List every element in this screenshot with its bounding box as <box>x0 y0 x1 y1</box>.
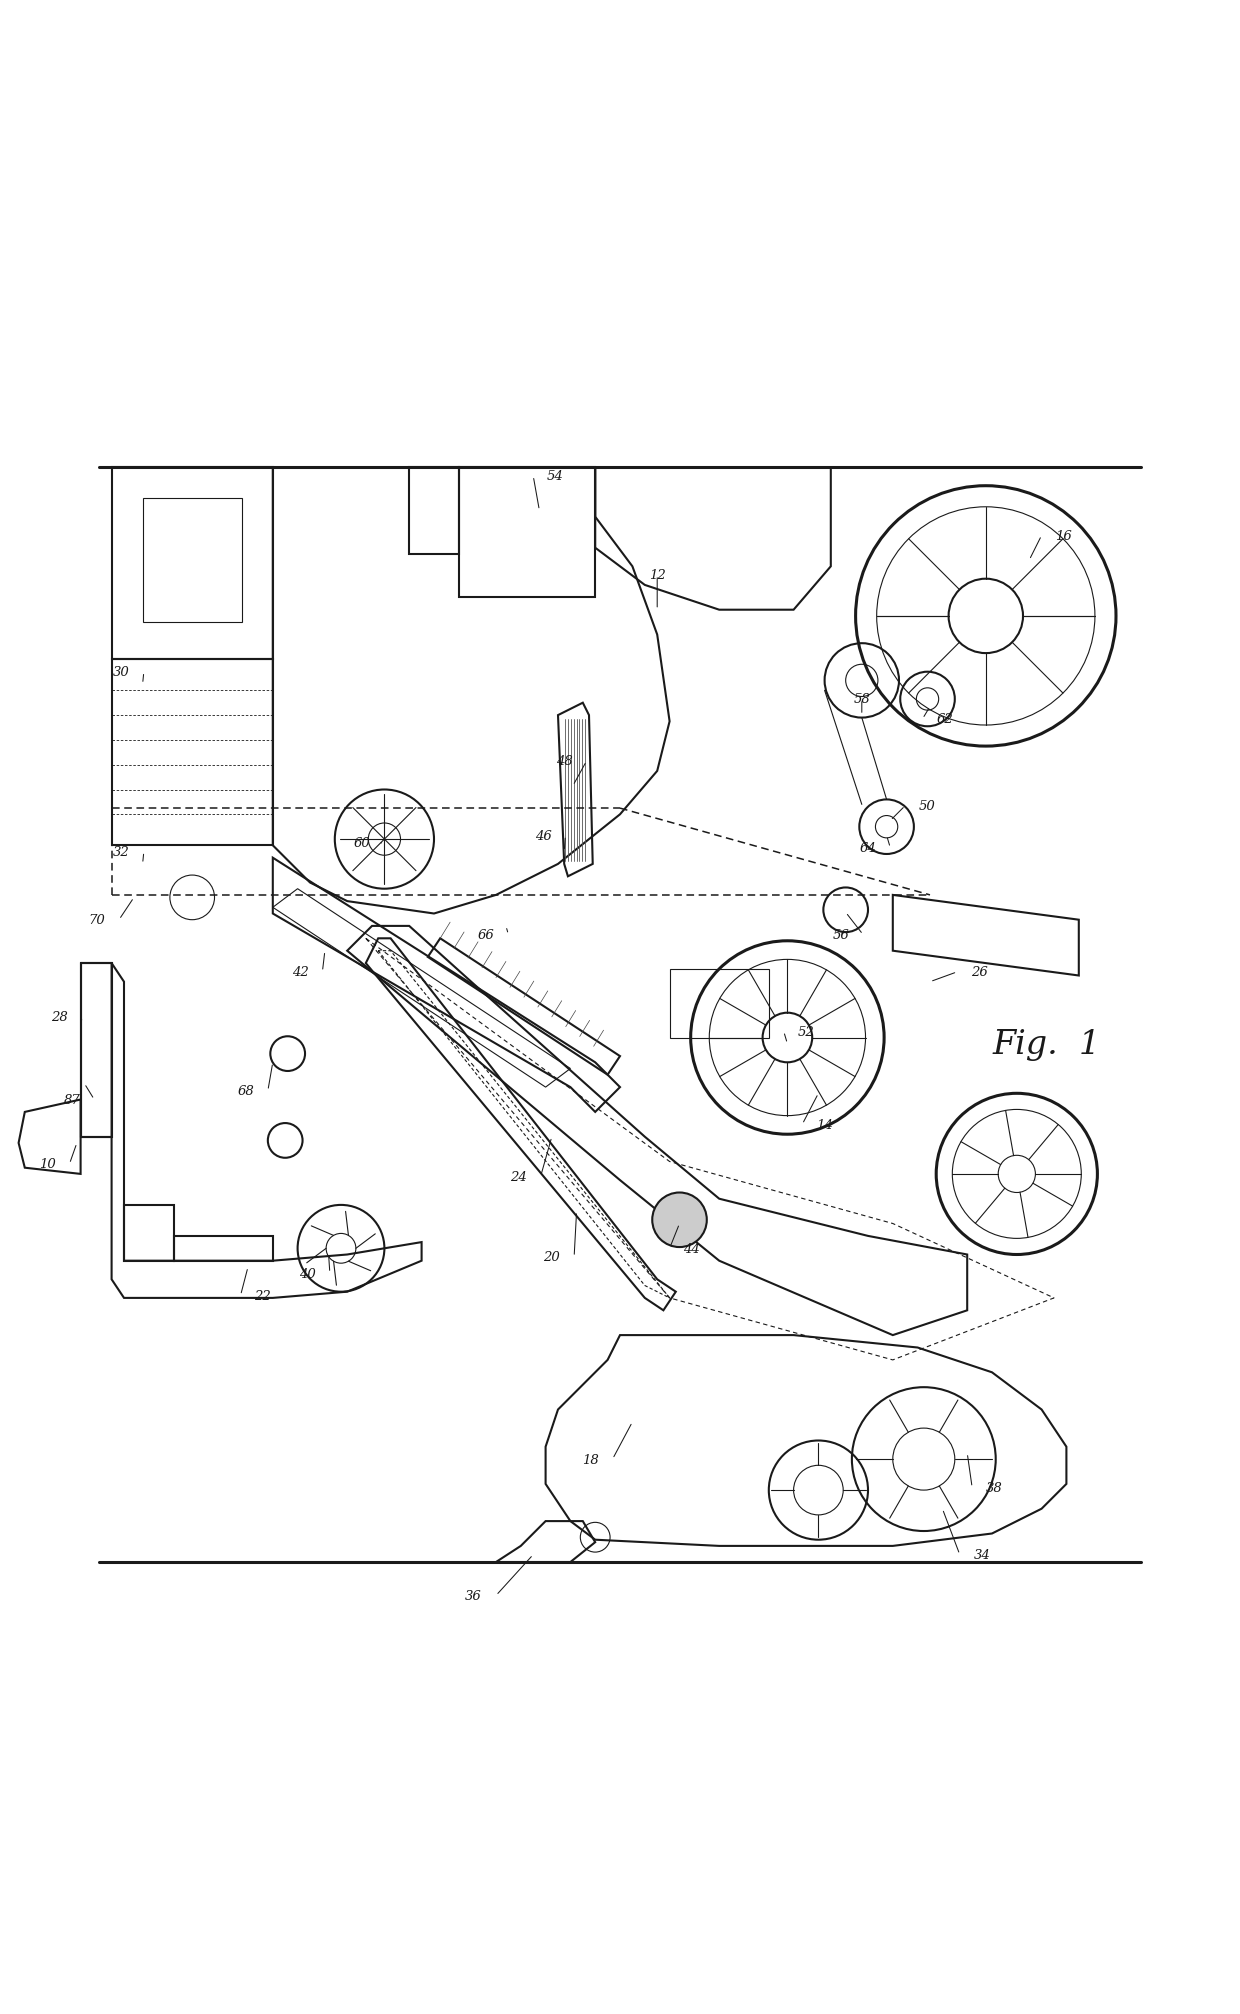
Text: 30: 30 <box>113 667 130 679</box>
Text: 58: 58 <box>853 693 870 707</box>
Text: 42: 42 <box>291 967 309 979</box>
Text: Fig.  1: Fig. 1 <box>992 1029 1100 1059</box>
Text: 36: 36 <box>465 1589 482 1603</box>
Text: 48: 48 <box>556 755 573 767</box>
Text: 68: 68 <box>237 1086 254 1098</box>
Text: 70: 70 <box>88 914 105 926</box>
Bar <box>670 971 769 1037</box>
Text: 44: 44 <box>683 1243 701 1255</box>
Text: 54: 54 <box>547 469 564 483</box>
Text: 40: 40 <box>299 1267 316 1281</box>
Text: 38: 38 <box>986 1482 1003 1494</box>
Text: 28: 28 <box>51 1011 68 1023</box>
Circle shape <box>652 1192 707 1247</box>
Text: 24: 24 <box>510 1170 527 1184</box>
Text: 32: 32 <box>113 846 130 858</box>
Text: 46: 46 <box>534 830 552 842</box>
Text: 10: 10 <box>38 1158 56 1170</box>
Text: 18: 18 <box>582 1452 599 1466</box>
Text: 60: 60 <box>353 838 371 850</box>
Text: 50: 50 <box>919 800 936 814</box>
Text: 62: 62 <box>936 713 954 725</box>
Text: 52: 52 <box>797 1025 815 1039</box>
Text: 66: 66 <box>477 928 495 943</box>
Bar <box>143 499 242 622</box>
Text: 14: 14 <box>816 1118 833 1132</box>
Text: 64: 64 <box>859 842 877 854</box>
Text: 12: 12 <box>649 570 666 582</box>
Text: 22: 22 <box>254 1289 272 1303</box>
Text: 34: 34 <box>973 1549 991 1561</box>
Text: 16: 16 <box>1055 530 1073 542</box>
Text: 26: 26 <box>971 967 988 979</box>
Text: 20: 20 <box>543 1251 560 1265</box>
Text: 87: 87 <box>63 1094 81 1106</box>
Text: 56: 56 <box>832 928 849 943</box>
